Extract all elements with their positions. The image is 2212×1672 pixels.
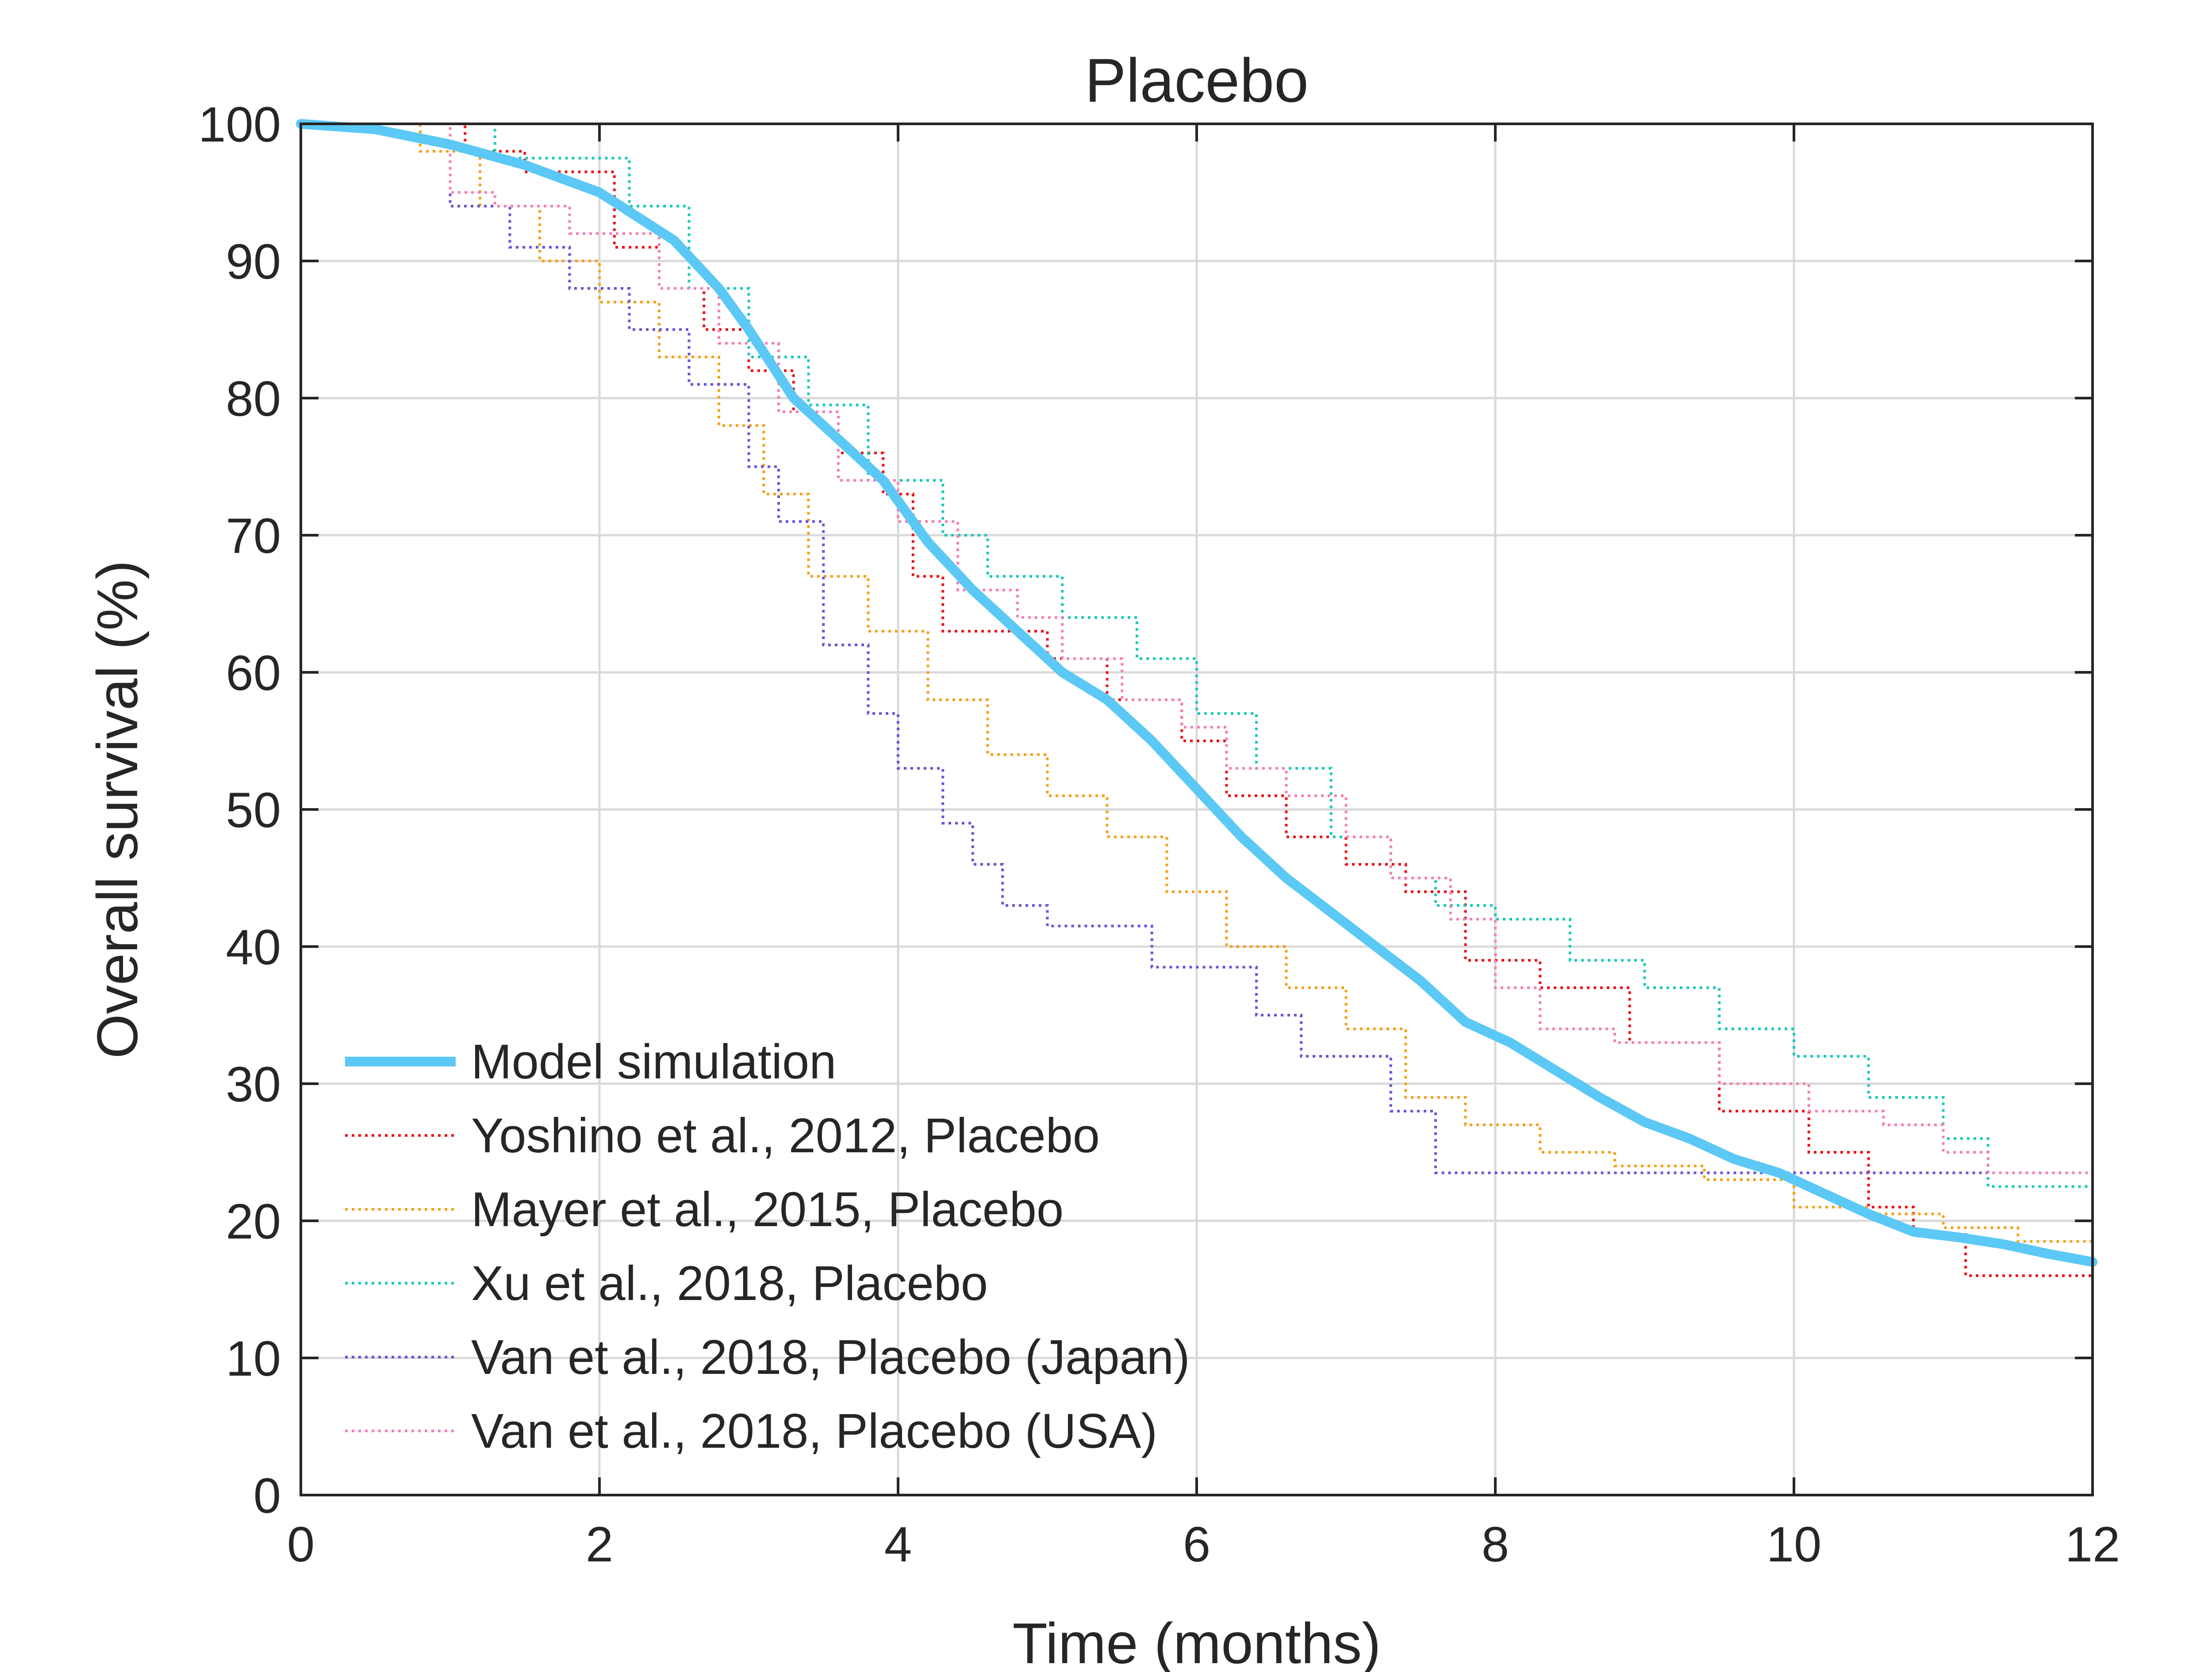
y-tick-label: 80 xyxy=(226,371,281,426)
x-tick-label: 6 xyxy=(1183,1517,1210,1572)
y-tick-label: 90 xyxy=(226,234,281,289)
x-tick-label: 2 xyxy=(586,1517,613,1572)
legend-label: Mayer et al., 2015, Placebo xyxy=(471,1182,1064,1237)
legend: Model simulation Yoshino et al., 2012, Pl… xyxy=(345,1035,1190,1458)
x-tick-label: 8 xyxy=(1482,1517,1509,1572)
y-tick-label: 20 xyxy=(226,1194,281,1249)
y-tick-label: 100 xyxy=(198,97,281,152)
series-line-van-et-al-2018-placebo-usa xyxy=(301,123,2093,1174)
legend-label: Van et al., 2018, Placebo (Japan) xyxy=(471,1330,1190,1384)
y-axis-label: Overall survival (%) xyxy=(85,560,150,1059)
grid-lines xyxy=(301,124,2093,1495)
axis-ticks: 0 2 4 6 8 10 12 0 10 20 30 40 50 60 70 80 90 100 xyxy=(198,97,2120,1572)
plot-series xyxy=(296,119,2097,1277)
legend-label: Van et al., 2018, Placebo (USA) xyxy=(471,1404,1157,1458)
y-tick-label: 30 xyxy=(226,1057,281,1112)
chart-title: Placebo xyxy=(1085,46,1309,115)
y-tick-label: 50 xyxy=(226,782,281,838)
series-line-model-simulation xyxy=(296,119,2097,1267)
x-tick-label: 12 xyxy=(2065,1517,2120,1572)
x-axis-label: Time (months) xyxy=(1012,1611,1381,1672)
legend-label: Xu et al., 2018, Placebo xyxy=(471,1256,988,1311)
legend-label: Model simulation xyxy=(471,1035,836,1089)
series-line-xu-et-al-2018-placebo xyxy=(301,123,2093,1188)
series-line-van-et-al-2018-placebo-japan xyxy=(301,123,2093,1174)
y-tick-label: 60 xyxy=(226,645,281,701)
x-tick-label: 10 xyxy=(1767,1517,1822,1572)
x-tick-label: 0 xyxy=(287,1517,315,1572)
y-tick-label: 70 xyxy=(226,508,281,564)
legend-label: Yoshino et al., 2012, Placebo xyxy=(471,1108,1100,1163)
x-tick-label: 4 xyxy=(884,1517,912,1572)
y-tick-label: 10 xyxy=(226,1331,281,1386)
y-tick-label: 40 xyxy=(226,920,281,975)
y-tick-label: 0 xyxy=(253,1468,281,1523)
